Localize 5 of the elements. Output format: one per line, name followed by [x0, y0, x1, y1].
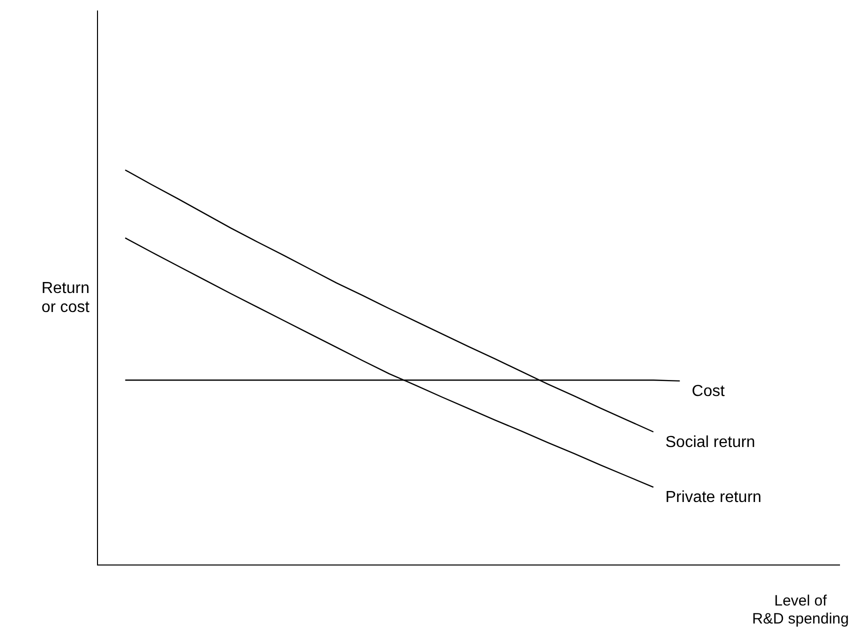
series-label: Private return — [665, 489, 762, 506]
series-label: Cost — [692, 382, 726, 400]
x-axis-title: Level of R&D spending — [752, 592, 849, 628]
series-label: Social return — [665, 434, 756, 451]
y-axis-title: Return or cost — [41, 280, 90, 316]
